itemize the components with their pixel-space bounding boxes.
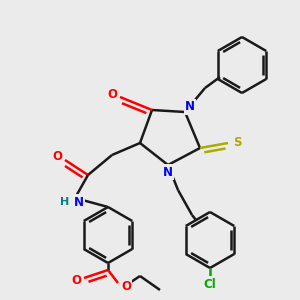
- Text: O: O: [121, 280, 131, 292]
- Text: O: O: [107, 88, 117, 101]
- Text: N: N: [163, 166, 173, 178]
- Text: H: H: [60, 197, 70, 207]
- Text: Cl: Cl: [204, 278, 216, 290]
- Text: N: N: [185, 100, 195, 113]
- Text: O: O: [71, 274, 81, 286]
- Text: N: N: [74, 196, 84, 208]
- Text: S: S: [233, 136, 241, 149]
- Text: O: O: [52, 151, 62, 164]
